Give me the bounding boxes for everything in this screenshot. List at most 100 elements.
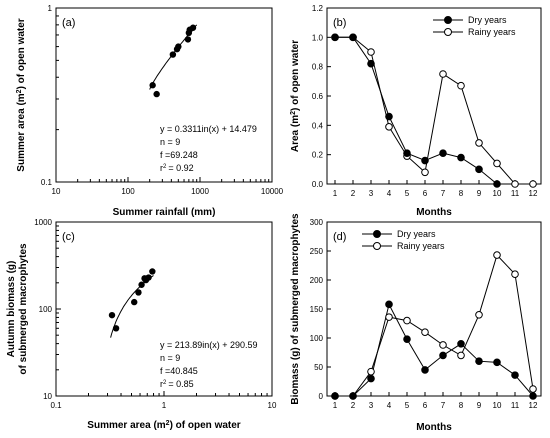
d-xtick-label: 8 (459, 401, 464, 410)
panel-a-r2-value: = 0.92 (168, 163, 193, 173)
b-xtick-label: 12 (529, 189, 538, 198)
d-ytick-label: 250 (310, 247, 324, 256)
d-point-dry (511, 371, 519, 379)
panel-a-plot-area (55, 7, 273, 183)
d-xtick-label: 5 (405, 401, 410, 410)
panel-b-ylabel-sup: 2 (290, 111, 297, 115)
panel-c-r2-r: r (160, 379, 163, 389)
d-point-rainy (511, 270, 519, 279)
d-ytick-label: 200 (310, 276, 324, 285)
panel-a-label: (a) (62, 17, 75, 29)
b-xtick-label: 7 (441, 189, 446, 198)
d-point-rainy (457, 351, 465, 360)
d-series-line-dry (335, 302, 534, 397)
panel-d-legend-marker-rainy (373, 242, 381, 250)
panel-a-r2-r: r (160, 163, 163, 173)
b-xtick-label: 9 (477, 189, 482, 198)
d-ytick-label: 50 (314, 363, 323, 372)
panel-c-n: n = 9 (160, 353, 180, 363)
d-xtick-label: 11 (511, 401, 520, 410)
panel-c-label: (c) (62, 231, 75, 243)
b-point-rainy (493, 159, 501, 168)
panel-a: (a) 10 100 1000 10000 0.1 1 y = 0.3311in(x) +… (16, 4, 284, 218)
b-point-dry (421, 156, 429, 165)
d-xtick-label: 10 (493, 401, 502, 410)
panel-d-legend-dry: Dry years (397, 229, 436, 239)
panel-a-n: n = 9 (160, 137, 180, 147)
b-point-dry (367, 59, 375, 68)
d-point-rainy (439, 341, 447, 349)
d-point-dry (493, 358, 501, 367)
b-point-dry (439, 149, 447, 157)
panel-b-legend-rainy: Rainy years (468, 27, 516, 37)
a-xtick-label: 10000 (261, 187, 284, 196)
panel-c-xlabel-sup: 2 (166, 420, 170, 427)
b-xtick-label: 6 (423, 189, 428, 198)
a-data-point (149, 82, 156, 89)
panel-c-ylabel-line2: of submerged macrophytes (18, 243, 29, 375)
b-series-line-rainy (335, 36, 533, 185)
d-point-dry (331, 392, 339, 400)
c-data-point (138, 281, 145, 288)
panel-c-r2-value: = 0.85 (168, 379, 193, 389)
b-xtick-label: 4 (387, 189, 392, 198)
b-ytick-label: 1.0 (312, 33, 324, 42)
panel-c-xlabel-part1: Summer area (m (87, 420, 165, 431)
panel-d-legend-rainy: Rainy years (397, 241, 445, 251)
c-data-point (112, 325, 120, 332)
panel-c-r2-sup: 2 (163, 380, 167, 386)
b-point-rainy (367, 48, 375, 56)
d-xtick-label: 6 (423, 401, 428, 410)
panel-c-xlabel-part2: ) of open water (170, 420, 241, 431)
d-xtick-label: 12 (529, 401, 538, 410)
d-point-dry (385, 300, 393, 309)
b-xtick-label: 11 (511, 189, 520, 198)
a-ytick-label: 0.1 (41, 178, 53, 187)
d-point-rainy (529, 385, 537, 393)
b-point-dry (493, 180, 501, 188)
b-ytick-label: 1.2 (312, 4, 324, 13)
b-point-rainy (529, 180, 537, 188)
panel-b-legend: Dry years Rainy years (433, 15, 516, 37)
panel-a-ylabel-part2: ) of open water (16, 18, 27, 89)
d-point-dry (529, 392, 537, 400)
b-ytick-label: 0.6 (312, 92, 324, 101)
c-ytick-label: 1000 (34, 218, 52, 227)
b-ytick-label: 0.2 (312, 151, 324, 160)
b-point-dry (349, 33, 357, 42)
d-point-dry (349, 392, 357, 400)
panel-b-legend-marker-rainy (444, 28, 452, 36)
panel-b: (b) 1 2 3 4 5 6 7 8 9 10 11 120.00.20.40.60.81.01.2… (290, 4, 542, 218)
b-point-rainy (421, 168, 429, 177)
d-ytick-label: 0 (319, 392, 324, 401)
c-data-point (108, 311, 116, 319)
b-xtick-label: 8 (459, 189, 464, 198)
c-xtick-label: 0.1 (50, 401, 62, 410)
d-ytick-label: 150 (310, 305, 324, 314)
panel-c-r2: r2 = 0.85 (160, 379, 194, 389)
panel-b-label: (b) (333, 17, 346, 29)
d-xtick-label: 2 (351, 401, 356, 410)
panel-a-ylabel: Summer area (m2) of open water (16, 18, 28, 172)
a-data-point (184, 36, 192, 43)
d-xtick-label: 9 (477, 401, 482, 410)
d-point-rainy (385, 313, 393, 321)
a-data-point (169, 51, 177, 58)
a-data-point (189, 24, 197, 31)
d-point-rainy (493, 251, 501, 259)
b-point-dry (475, 165, 483, 174)
panel-c-equation: y = 213.89in(x) + 290.59 (160, 340, 258, 350)
b-point-rainy (511, 180, 519, 188)
a-xtick-label: 10 (52, 187, 61, 196)
d-point-dry (457, 340, 465, 348)
c-data-point (149, 268, 156, 275)
b-point-rainy (439, 70, 447, 78)
b-xtick-label: 1 (333, 189, 338, 198)
c-ytick-label: 10 (43, 392, 52, 401)
d-point-rainy (403, 316, 411, 325)
a-xtick-label: 100 (121, 187, 135, 196)
c-ytick-label: 100 (39, 305, 53, 314)
d-point-rainy (367, 367, 375, 376)
d-point-dry (475, 357, 483, 366)
b-point-rainy (457, 81, 465, 90)
